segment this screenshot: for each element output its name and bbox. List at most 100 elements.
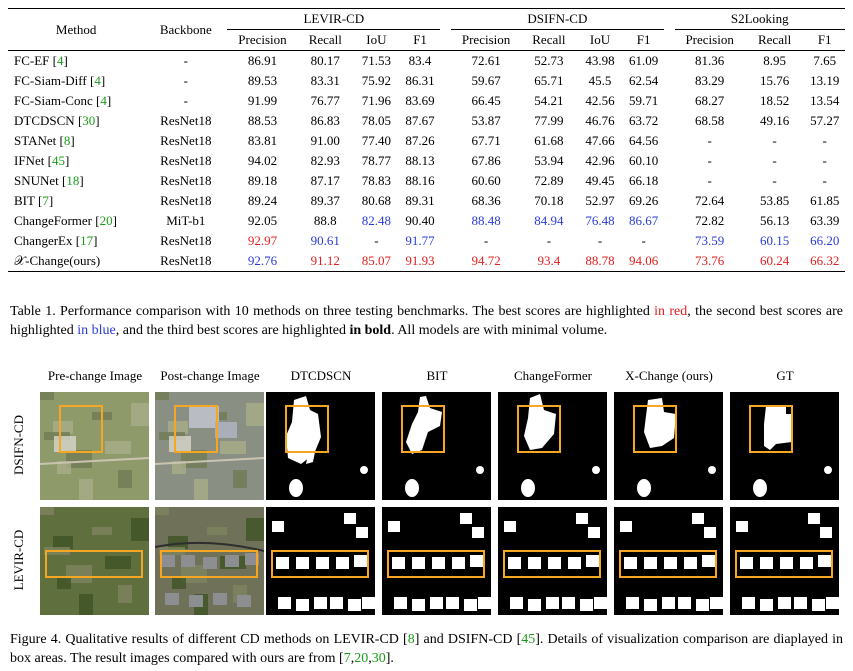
change-mask xyxy=(266,507,375,615)
metric-value: 75.92 xyxy=(361,73,392,88)
metric-value: 83.69 xyxy=(405,93,435,108)
results-table: Method Backbone LEVIR-CD DSIFN-CD S2Look… xyxy=(8,8,845,272)
metric-value: 87.26 xyxy=(405,133,435,148)
metric-value: 80.68 xyxy=(361,193,392,208)
metric-value: 53.94 xyxy=(534,153,564,168)
metric-value: 13.54 xyxy=(810,93,840,108)
method-cell: ChangerEx [17] xyxy=(14,233,98,248)
metric-value: 61.85 xyxy=(810,193,840,208)
metric-header: Precision xyxy=(461,32,511,47)
citation-link[interactable]: 45 xyxy=(51,153,65,168)
metric-value: 87.67 xyxy=(405,113,435,128)
table-row: IFNet [45] ResNet18 94.02 82.93 78.77 88.13 67… xyxy=(8,151,845,171)
satellite-image xyxy=(40,507,149,615)
metric-value: - xyxy=(707,133,712,148)
backbone-cell: - xyxy=(183,73,188,88)
metric-value: 13.19 xyxy=(810,73,840,88)
metric-value: 66.32 xyxy=(804,251,845,272)
figure-column-label: ChangeFormer xyxy=(514,368,592,383)
method-cell: 𝒳-Change(ours) xyxy=(8,251,145,272)
metric-value: 70.18 xyxy=(534,193,564,208)
figure-column-label: Post-change Image xyxy=(160,368,260,383)
metric-value: 8.95 xyxy=(744,50,805,71)
metric-value: 65.71 xyxy=(534,73,564,88)
metric-value: 77.40 xyxy=(361,133,392,148)
metric-value: 76.48 xyxy=(585,213,615,228)
backbone-cell: ResNet18 xyxy=(160,233,212,248)
metric-value: 67.71 xyxy=(471,133,501,148)
citation-link[interactable]: 7 xyxy=(42,193,49,208)
metric-value: 68.27 xyxy=(695,93,725,108)
metric-value: 52.97 xyxy=(585,193,615,208)
table-row: STANet [8] ResNet18 83.81 91.00 77.40 87.26 67… xyxy=(8,131,845,151)
metric-value: 91.99 xyxy=(247,93,278,108)
satellite-image xyxy=(40,392,149,500)
metric-value: 67.86 xyxy=(471,153,501,168)
metric-value: 86.67 xyxy=(629,213,659,228)
metric-value: 88.53 xyxy=(247,113,278,128)
metric-value: - xyxy=(641,233,646,248)
method-cell: ChangeFormer [20] xyxy=(14,213,117,228)
metric-value: 49.16 xyxy=(759,113,790,128)
metric-value: - xyxy=(707,173,712,188)
citation-link[interactable]: 4 xyxy=(100,93,107,108)
metric-value: 87.17 xyxy=(310,173,340,188)
metric-value: 47.66 xyxy=(585,133,615,148)
citation-link[interactable]: 4 xyxy=(94,73,101,88)
table-row: SNUNet [18] ResNet18 89.18 87.17 78.83 88.16 6… xyxy=(8,171,845,191)
dataset-header-s2looking: S2Looking xyxy=(674,8,845,30)
metric-value: 66.20 xyxy=(810,233,840,248)
backbone-header: Backbone xyxy=(144,8,228,51)
change-mask xyxy=(498,392,607,500)
metric-value: 72.82 xyxy=(695,213,725,228)
metric-value: 52.73 xyxy=(521,50,577,71)
figure-row-label: LEVIR-CD xyxy=(11,529,26,591)
metric-value: 88.8 xyxy=(313,213,337,228)
metric-value: 83.81 xyxy=(247,133,278,148)
metric-value: 83.31 xyxy=(310,73,340,88)
metric-value: 88.16 xyxy=(405,173,435,188)
metric-value: 15.76 xyxy=(759,73,790,88)
table-row: FC-Siam-Diff [4] - 89.53 83.31 75.92 86.31 59.… xyxy=(8,71,845,91)
metric-value: 66.18 xyxy=(629,173,659,188)
method-header: Method xyxy=(8,8,145,51)
metric-header: Precision xyxy=(685,32,734,47)
method-cell: FC-Siam-Diff [4] xyxy=(14,73,106,88)
metric-value: 88.78 xyxy=(576,251,624,272)
metric-value: 60.24 xyxy=(744,251,805,272)
backbone-cell: - xyxy=(144,50,228,71)
metric-value: - xyxy=(707,153,712,168)
citation-link[interactable]: 8 xyxy=(63,133,71,148)
figure-row-label: DSIFN-CD xyxy=(11,415,26,475)
figure-caption: Figure 4. Qualitative results of differe… xyxy=(10,632,843,666)
metric-value: 81.36 xyxy=(674,50,745,71)
backbone-cell: ResNet18 xyxy=(144,251,228,272)
change-mask xyxy=(730,507,839,615)
citation-link[interactable]: 18 xyxy=(66,173,80,188)
metric-value: 7.65 xyxy=(804,50,845,71)
satellite-image xyxy=(155,392,264,500)
metric-value: 49.45 xyxy=(585,173,615,188)
metric-value: 64.56 xyxy=(629,133,659,148)
metric-value: 89.53 xyxy=(247,73,278,88)
citation-link[interactable]: 20 xyxy=(99,213,113,228)
metric-value: - xyxy=(822,173,827,188)
table-row: FC-Siam-Conc [4] - 91.99 76.77 71.96 83.69 66.… xyxy=(8,91,845,111)
change-mask xyxy=(614,507,723,615)
metric-value: 91.77 xyxy=(405,233,435,248)
metric-value: 63.39 xyxy=(810,213,840,228)
metric-value: 83.4 xyxy=(399,50,441,71)
change-mask xyxy=(498,507,607,615)
metric-value: 84.94 xyxy=(534,213,564,228)
citation-link[interactable]: 17 xyxy=(80,233,94,248)
citation-link[interactable]: 4 xyxy=(57,53,64,68)
metric-value: 92.05 xyxy=(247,213,278,228)
metric-value: 89.24 xyxy=(247,193,278,208)
metric-value: - xyxy=(772,153,777,168)
change-mask xyxy=(614,392,723,500)
metric-value: 86.31 xyxy=(405,73,435,88)
metric-value: 18.52 xyxy=(759,93,790,108)
metric-header: F1 xyxy=(413,32,427,47)
citation-link[interactable]: 30 xyxy=(82,113,96,128)
metric-value: 91.93 xyxy=(399,251,441,272)
